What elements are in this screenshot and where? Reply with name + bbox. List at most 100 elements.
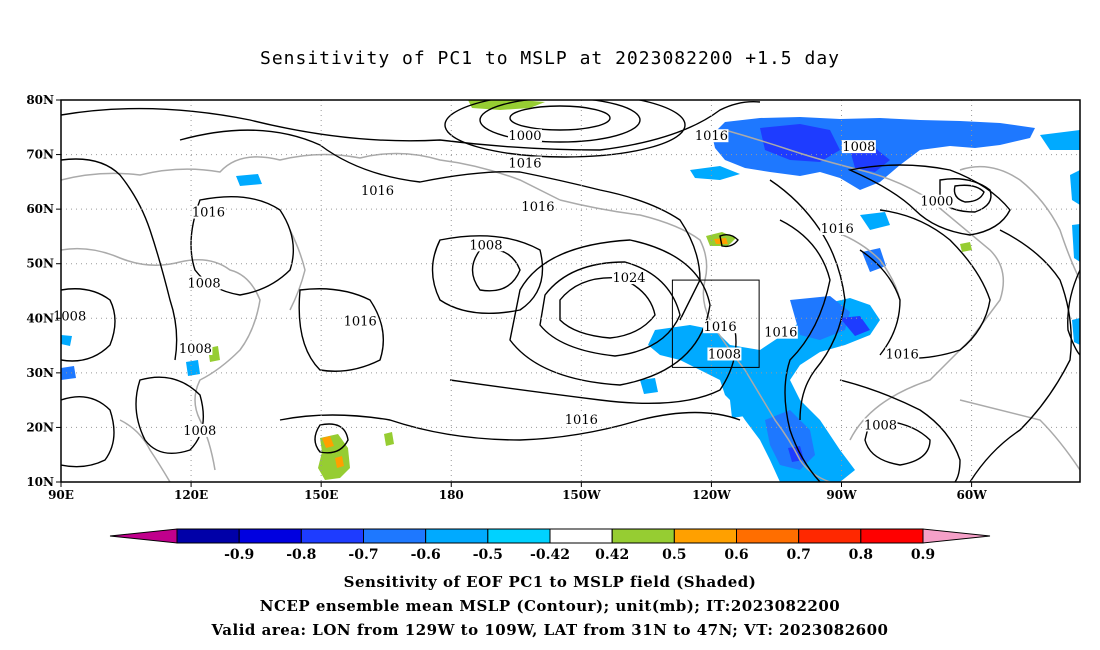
lon-label: 90W	[826, 488, 857, 502]
contour-label-bg	[763, 325, 798, 339]
contour-label: 1008	[179, 342, 212, 357]
lon-label: 150E	[304, 488, 338, 502]
contour-label-bg	[707, 347, 742, 361]
lon-label: 90E	[48, 488, 74, 502]
contour-label-bg	[507, 156, 542, 170]
lat-label: 10N	[26, 475, 54, 489]
colorbar-tick-label: -0.42	[530, 547, 570, 563]
contour-label-bg	[919, 194, 954, 208]
colorbar-tick-label: 0.7	[786, 547, 810, 563]
colorbar-tick-label: 0.42	[595, 547, 629, 563]
contour-label-bg	[612, 271, 647, 285]
caption-valid-area: Valid area: LON from 129W to 109W, LAT f…	[211, 621, 889, 639]
colorbar-swatch	[611, 528, 675, 544]
contour-label: 1016	[565, 413, 598, 428]
contour-label: 1000	[920, 195, 953, 210]
plot-frame	[60, 99, 1081, 483]
lat-label: 60N	[26, 202, 54, 216]
colorbar: -0.9 -0.8 -0.7 -0.6 -0.5 -0.42 0.42 0.5 0.6 0.7 0.…	[109, 528, 991, 563]
contour-label-bg	[703, 320, 738, 334]
contour-label: 1008	[842, 140, 875, 155]
contour-label-bg	[863, 418, 898, 432]
contour-label: 1008	[708, 347, 741, 362]
colorbar-swatch	[736, 528, 800, 544]
colorbar-high-arrow	[922, 528, 991, 544]
lat-label: 80N	[26, 93, 54, 107]
contour-label-bg	[507, 129, 542, 143]
coastlines	[61, 129, 1080, 482]
shade-neg-pacific-coast	[648, 298, 880, 482]
contour-label-bg	[191, 205, 226, 219]
colorbar-tick-label: 0.6	[724, 547, 748, 563]
lat-label: 40N	[26, 311, 54, 325]
lat-label: 30N	[26, 366, 54, 380]
colorbar-tick-label: -0.7	[348, 547, 378, 563]
colorbar-swatch	[238, 528, 302, 544]
contour-label: 1000	[508, 129, 541, 144]
contour-label: 1016	[192, 206, 225, 221]
contour-label-bg	[820, 221, 855, 235]
lat-label: 20N	[26, 420, 54, 434]
lon-label: 120W	[692, 488, 731, 502]
lon-label: 150W	[562, 488, 601, 502]
contour-label-bg	[178, 342, 213, 356]
lon-label: 180	[439, 488, 464, 502]
colorbar-swatch	[363, 528, 427, 544]
colorbar-tick-label: -0.6	[411, 547, 441, 563]
contour-label: 1016	[886, 347, 919, 362]
contour-label: 1008	[183, 424, 216, 439]
colorbar-tick-label: -0.8	[286, 547, 316, 563]
shade-pos-w-pacific	[318, 434, 350, 480]
map-title: Sensitivity of PC1 to MSLP at 2023082200…	[259, 48, 840, 69]
contour-label-bg	[360, 183, 395, 197]
colorbar-swatch	[549, 528, 613, 544]
contour-label: 1016	[821, 222, 854, 237]
colorbar-tick-label: -0.5	[473, 547, 503, 563]
contour-label-bg	[564, 412, 599, 426]
contour-label: 1016	[521, 200, 554, 215]
contour-label-bg	[182, 423, 217, 437]
contour-label: 1008	[469, 238, 502, 253]
caption-shading: Sensitivity of EOF PC1 to MSLP field (Sh…	[343, 573, 757, 591]
contour-label: 1016	[764, 326, 797, 341]
colorbar-swatch	[673, 528, 737, 544]
lon-label: 120E	[174, 488, 208, 502]
contour-label-bg	[187, 276, 222, 290]
lat-label: 50N	[26, 257, 54, 271]
sensitivity-shading	[61, 100, 1080, 482]
contour-label-bg	[468, 238, 503, 252]
lat-lon-grid	[61, 100, 1080, 482]
mslp-contours	[61, 100, 1080, 482]
colorbar-tick-label: 0.5	[662, 547, 686, 563]
contour-label-bg	[520, 200, 555, 214]
map-axes: 10N 20N 30N 40N 50N 60N 70N 80N 90E 120E 150E 180 15…	[26, 93, 987, 502]
colorbar-tick-label: 0.8	[849, 547, 873, 563]
contour-label-group: 1000 1016 1016 1016 1016 1008 1016 1008 1000 1016…	[52, 129, 954, 439]
contour-label: 1008	[188, 277, 221, 292]
contour-label-bg	[885, 347, 920, 361]
colorbar-swatch	[487, 528, 551, 544]
contour-label-bg	[841, 140, 876, 154]
shade-pos-arctic	[468, 100, 545, 110]
contour-label-bg	[343, 314, 378, 328]
colorbar-low-arrow	[109, 528, 178, 544]
contour-label: 1016	[508, 156, 541, 171]
contour-label: 1016	[695, 129, 728, 144]
colorbar-swatch	[176, 528, 240, 544]
contour-label: 1008	[53, 309, 86, 324]
contour-label-bg	[694, 129, 729, 143]
colorbar-swatch	[300, 528, 365, 544]
lon-label: 60W	[957, 488, 988, 502]
contour-label: 1024	[612, 271, 645, 286]
contour-label: 1016	[704, 320, 737, 335]
colorbar-tick-label: -0.9	[224, 547, 254, 563]
colorbar-swatch	[425, 528, 489, 544]
caption-contour: NCEP ensemble mean MSLP (Contour); unit(…	[259, 597, 841, 615]
colorbar-swatch	[860, 528, 924, 544]
colorbar-swatch	[798, 528, 862, 544]
contour-label: 1016	[344, 315, 377, 330]
contour-label: 1016	[361, 184, 394, 199]
contour-label: 1008	[864, 418, 897, 433]
valid-area-box	[671, 279, 760, 368]
